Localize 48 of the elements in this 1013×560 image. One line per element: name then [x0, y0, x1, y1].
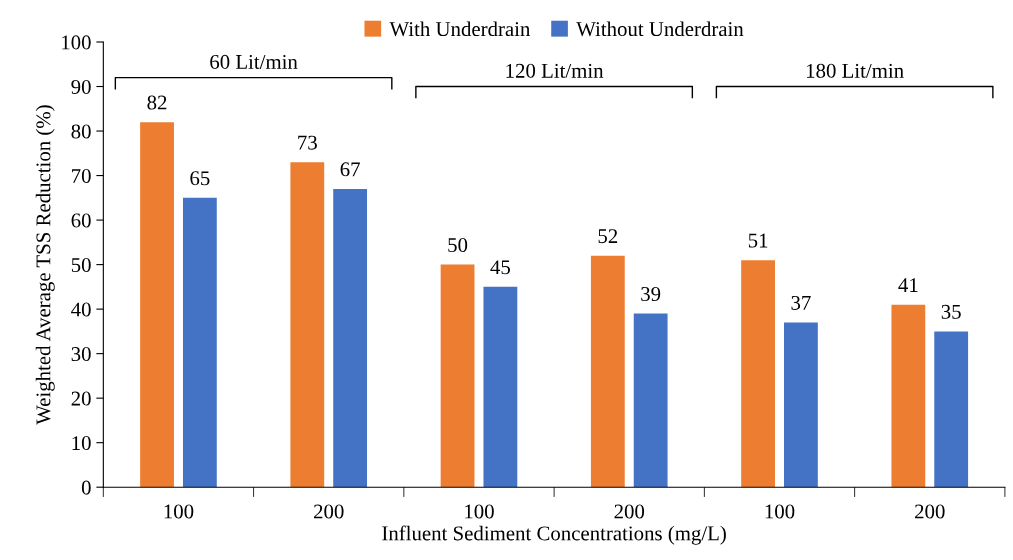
bar [633, 313, 668, 488]
annotation: 180 Lit/min [806, 63, 904, 78]
bar [784, 322, 818, 488]
annotation: 60 Lit/min [210, 54, 298, 69]
data-label: 45 [490, 260, 510, 275]
y-tick-label: 30 [71, 347, 91, 362]
y-tick-label: 0 [81, 480, 91, 495]
data-label: 50 [448, 237, 468, 253]
legend-label: With Underdrain [389, 21, 531, 37]
bar [590, 255, 625, 488]
data-label: 82 [147, 95, 167, 110]
data-label: 67 [340, 162, 360, 177]
x-tick-label: 200 [614, 504, 645, 519]
bar [891, 304, 926, 488]
bar [440, 264, 475, 488]
y-tick-label: 100 [62, 35, 91, 50]
bar [290, 162, 325, 488]
x-tick-label: 100 [164, 504, 194, 519]
bar [182, 197, 217, 488]
bar [934, 331, 969, 488]
y-tick-label: 90 [71, 79, 91, 94]
legend-label: Without Underdrain [576, 21, 744, 37]
x-tick-label: 100 [465, 504, 494, 519]
data-label: 52 [598, 229, 618, 244]
x-tick-label: 200 [314, 504, 344, 519]
data-label: 65 [190, 171, 210, 186]
y-tick-label: 50 [71, 257, 91, 273]
annotation: 120 Lit/min [506, 63, 604, 78]
bar [741, 260, 775, 488]
y-axis-title: Weighted Average TSS Reduction (%) [35, 105, 55, 425]
x-tick-label: 200 [915, 504, 945, 519]
y-tick-label: 80 [71, 124, 91, 139]
y-tick-label: 10 [72, 436, 91, 451]
bar [140, 122, 174, 488]
x-axis-title: Influent Sediment Concentrations (mg/L) [382, 525, 726, 545]
y-tick-label: 70 [72, 168, 91, 183]
data-label: 73 [298, 135, 317, 150]
x-tick-label: 100 [765, 504, 795, 519]
y-tick-label: 20 [71, 391, 91, 406]
bar [483, 286, 518, 488]
y-tick-label: 40 [71, 302, 91, 317]
bar [333, 188, 368, 488]
data-label: 41 [898, 278, 918, 292]
data-label: 51 [748, 233, 768, 248]
data-label: 37 [791, 295, 811, 310]
y-tick-label: 60 [71, 213, 91, 228]
data-label: 35 [941, 304, 961, 319]
data-label: 39 [641, 287, 661, 302]
